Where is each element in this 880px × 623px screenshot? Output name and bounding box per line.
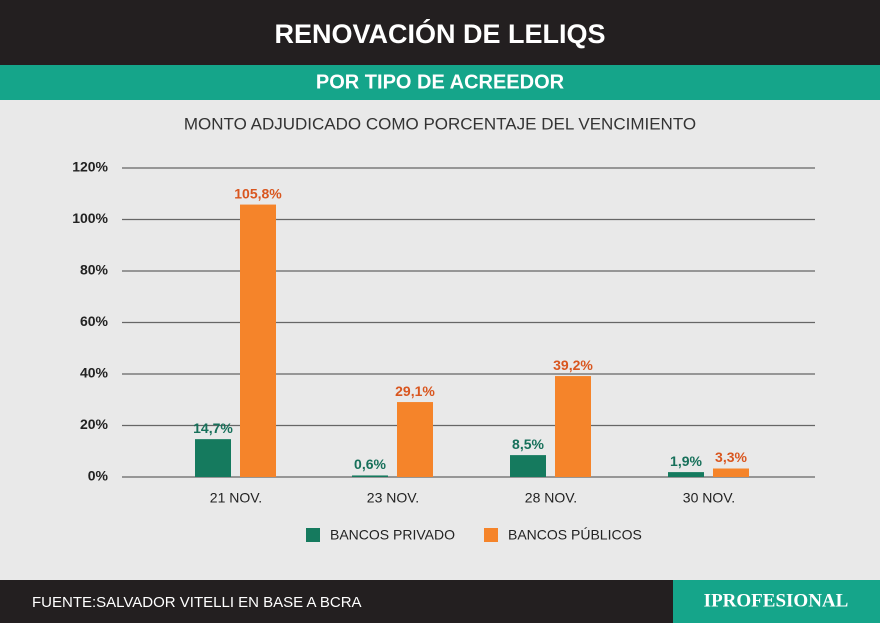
brand-box: [673, 580, 880, 623]
value-label: 1,9%: [670, 453, 702, 469]
bar: [555, 376, 591, 477]
legend-swatch: [484, 528, 498, 542]
legend-label: BANCOS PRIVADO: [330, 527, 455, 543]
chart-subtitle: POR TIPO DE ACREEDOR: [316, 71, 565, 93]
subtitle-band: [0, 65, 880, 100]
value-label: 29,1%: [395, 383, 435, 399]
value-label: 39,2%: [553, 357, 593, 373]
y-tick-label: 80%: [80, 262, 109, 278]
y-tick-label: 20%: [80, 416, 109, 432]
header-band: [0, 0, 880, 65]
x-tick-label: 28 NOV.: [525, 490, 577, 506]
bar: [195, 439, 231, 477]
legend-swatch: [306, 528, 320, 542]
bar: [668, 472, 704, 477]
bar: [510, 455, 546, 477]
value-label: 3,3%: [715, 449, 747, 465]
value-label: 0,6%: [354, 456, 386, 472]
bar: [240, 204, 276, 477]
value-label: 105,8%: [234, 185, 282, 201]
x-tick-label: 21 NOV.: [210, 490, 262, 506]
y-tick-label: 40%: [80, 365, 109, 381]
chart-title: RENOVACIÓN DE LELIQS: [274, 18, 605, 49]
brand: IPROFESIONAL: [704, 590, 849, 611]
y-tick-label: 100%: [72, 210, 108, 226]
bar: [397, 402, 433, 477]
value-label: 14,7%: [193, 420, 233, 436]
bar: [352, 475, 388, 477]
x-tick-label: 23 NOV.: [367, 490, 419, 506]
legend-label: BANCOS PÚBLICOS: [508, 527, 642, 543]
x-tick-label: 30 NOV.: [683, 490, 735, 506]
y-tick-label: 120%: [72, 159, 108, 175]
y-tick-label: 60%: [80, 313, 109, 329]
value-label: 8,5%: [512, 436, 544, 452]
y-tick-label: 0%: [88, 468, 109, 484]
y-axis-title: MONTO ADJUDICADO COMO PORCENTAJE DEL VEN…: [184, 114, 696, 133]
bar: [713, 468, 749, 477]
source: FUENTE:SALVADOR VITELLI EN BASE A BCRA: [32, 594, 362, 611]
